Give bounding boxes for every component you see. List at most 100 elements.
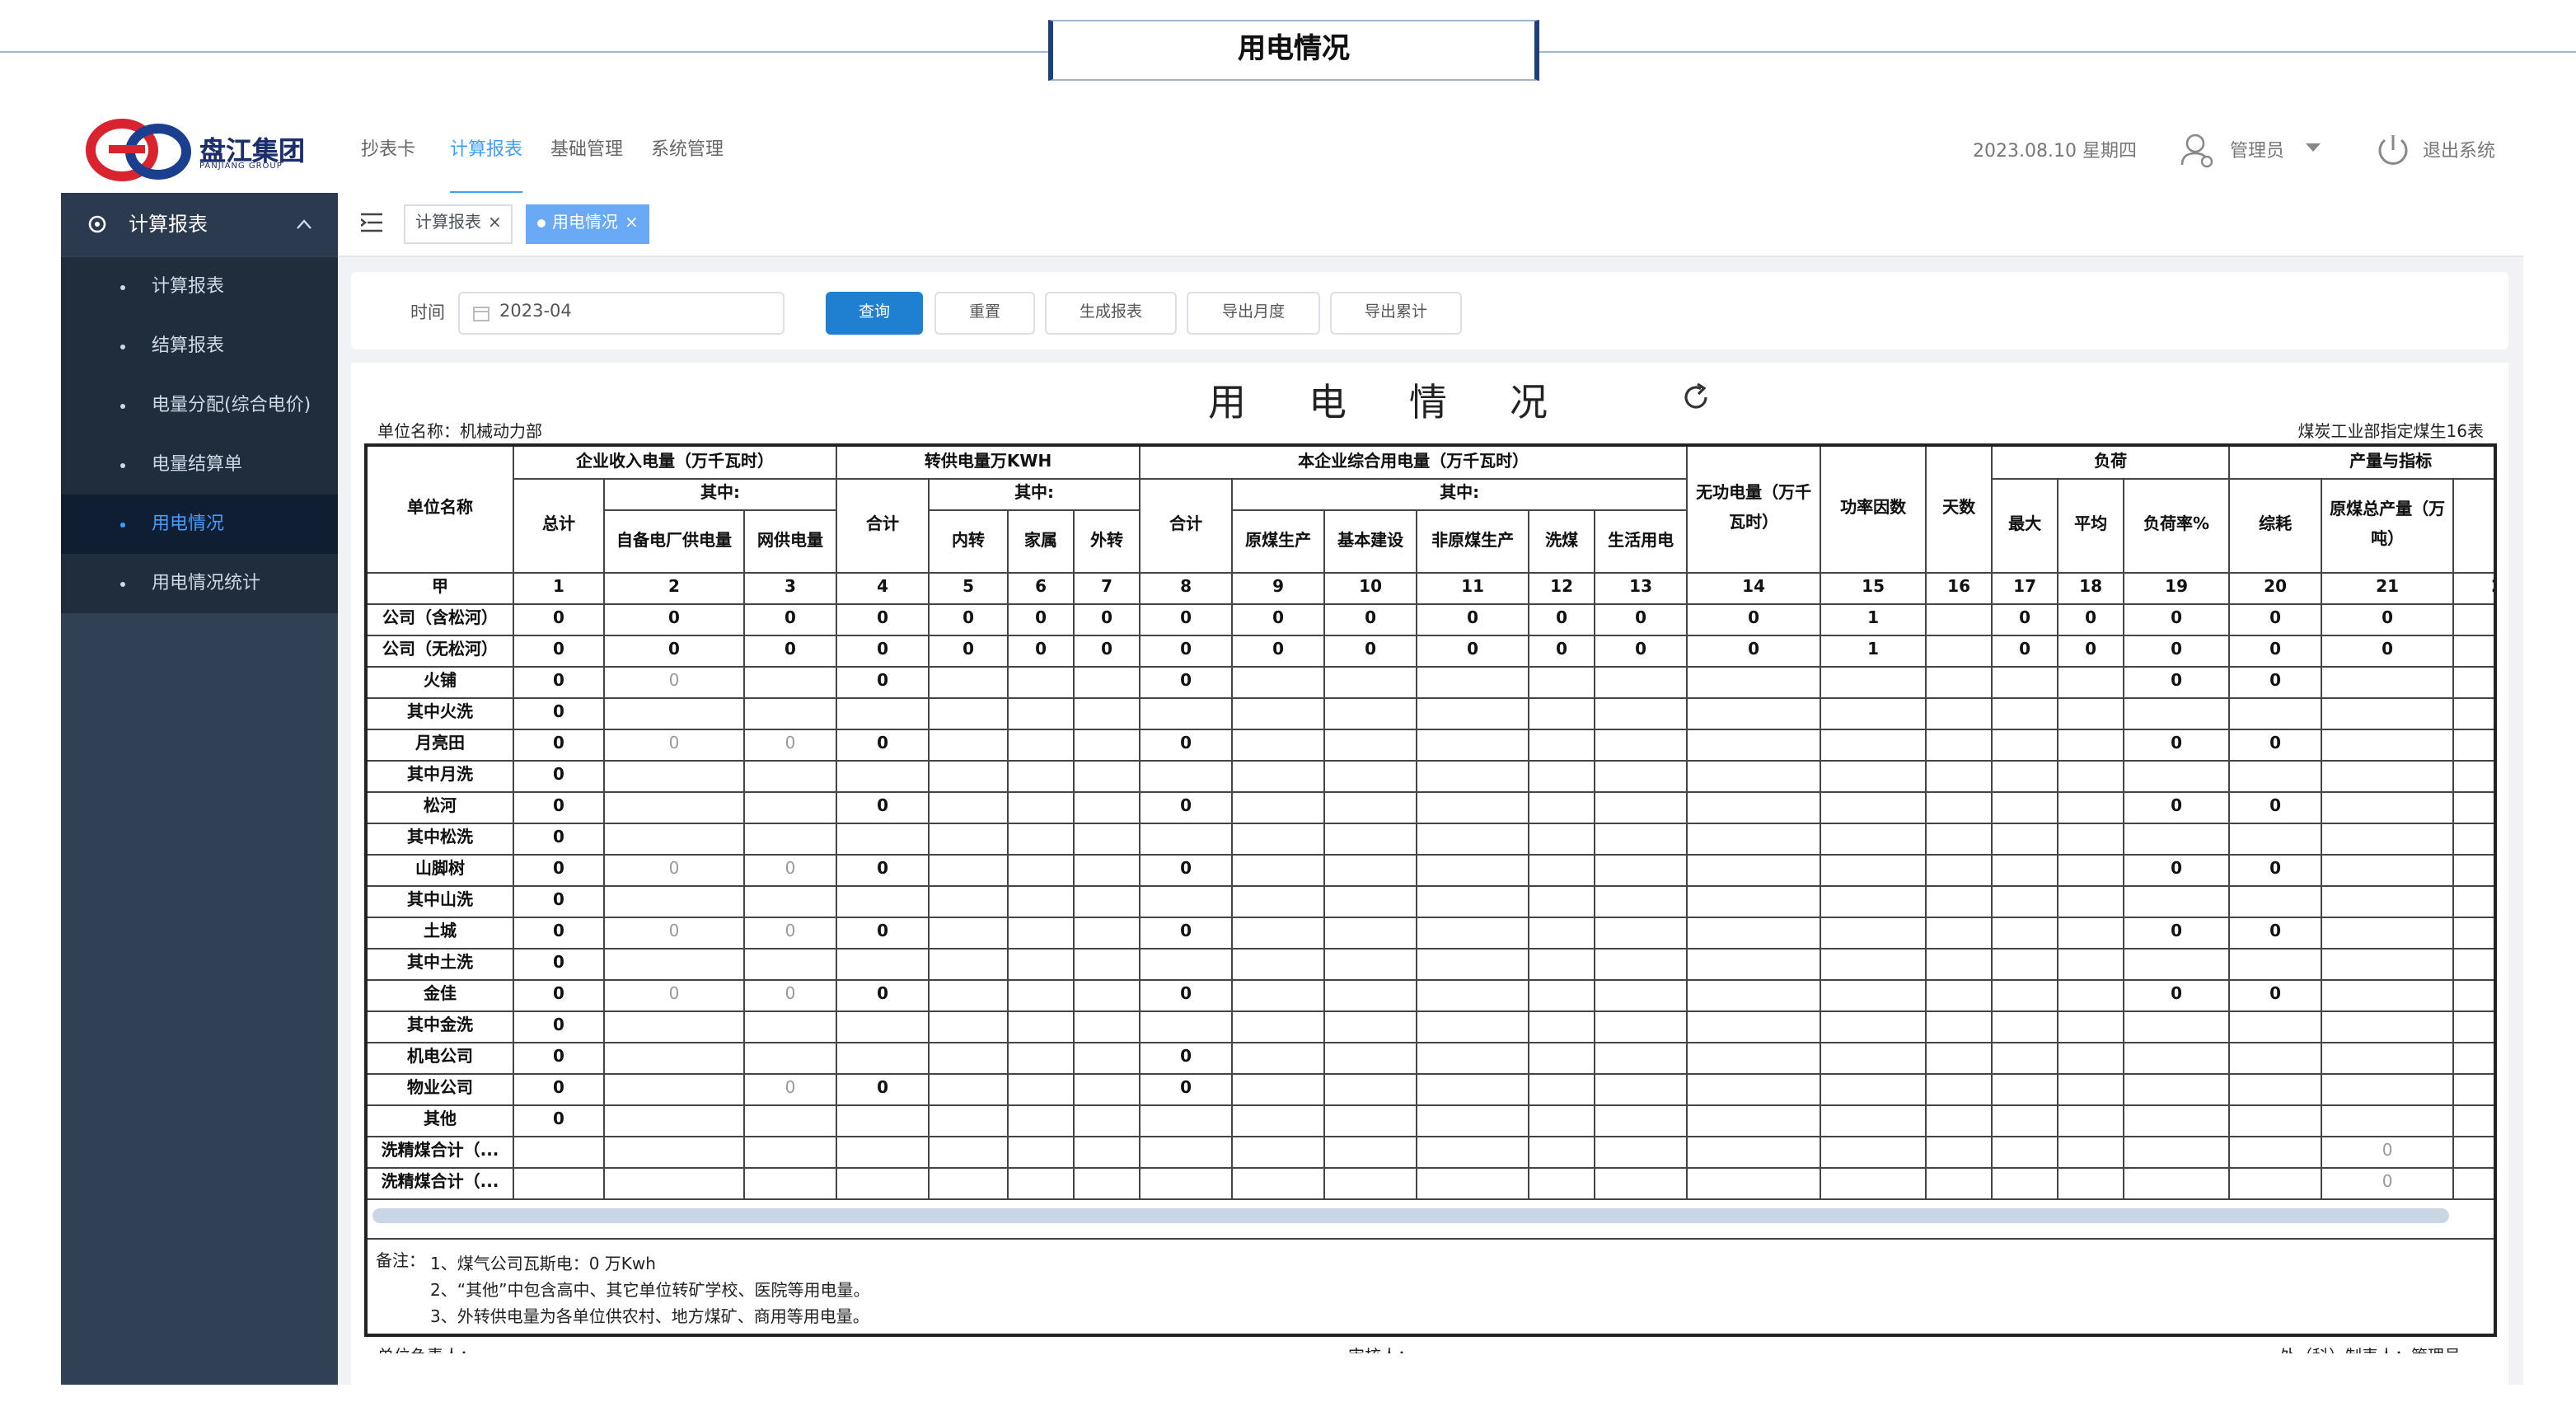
cell	[2452, 917, 2494, 950]
cell	[1528, 1010, 1596, 1043]
nav-item[interactable]: 基础管理	[550, 138, 623, 160]
tab[interactable]: 计算报表 ×	[404, 204, 513, 244]
user-name[interactable]: 管理员	[2230, 140, 2284, 162]
cell	[1528, 760, 1596, 793]
logout[interactable]: 退出系统	[2423, 140, 2495, 162]
cell	[1686, 791, 1822, 824]
date-value: 2023-04	[499, 302, 572, 321]
menu-item[interactable]: 用电情况统计	[61, 554, 338, 613]
tab-close[interactable]: ×	[488, 214, 502, 232]
cell: 0	[836, 917, 930, 950]
cell	[1231, 948, 1326, 981]
menu-label: 用电情况	[152, 513, 224, 534]
cell	[1820, 948, 1927, 981]
button[interactable]: 生成报表	[1045, 292, 1177, 335]
button[interactable]: 导出月度	[1187, 292, 1320, 335]
cell	[1528, 854, 1596, 887]
cell	[928, 1136, 1009, 1169]
cell: 0	[836, 635, 930, 668]
cell: 0	[1323, 603, 1418, 636]
cell	[1073, 1073, 1141, 1106]
cell	[2452, 1042, 2494, 1075]
cell	[1594, 1010, 1688, 1043]
cell	[1925, 854, 1993, 887]
data-row: 其他 0	[368, 1104, 2494, 1137]
cell	[1416, 854, 1530, 887]
cell	[742, 885, 838, 918]
button[interactable]: 查询	[826, 292, 923, 335]
header-row: 单位名称 企业收入电量（万千瓦时） 转供电量万KWH 本企业综合用电量（万千瓦时…	[368, 447, 2494, 574]
button[interactable]: 重置	[934, 292, 1035, 335]
cell	[1925, 1167, 1993, 1200]
cell: 0	[836, 729, 930, 762]
cell: 0	[513, 603, 605, 636]
row-label: 其中月洗	[368, 760, 514, 793]
header-cell: 企业收入电量（万千瓦时）	[512, 447, 838, 480]
cell	[2057, 948, 2125, 981]
cell: 0	[603, 729, 745, 762]
date-input[interactable]: 2023-04	[458, 292, 785, 335]
tab-bar: 计算报表 × 用电情况 ×	[338, 193, 2523, 257]
cell	[1820, 1073, 1927, 1106]
cell: 0	[1991, 603, 2059, 636]
cell	[603, 1010, 745, 1043]
cell	[1073, 1042, 1141, 1075]
cell	[1991, 979, 2059, 1012]
menu-item[interactable]: 计算报表	[61, 257, 338, 317]
cell	[1073, 948, 1141, 981]
filter-card: 时间 2023-04 查询 重置 生成报表 导出月度 导出累计	[351, 272, 2508, 349]
tab-label: 用电情况	[552, 214, 618, 232]
menu-group[interactable]: 计算报表	[61, 193, 338, 256]
cell	[928, 729, 1009, 762]
cell	[2321, 697, 2455, 730]
cell	[1416, 666, 1530, 699]
cell	[2452, 854, 2494, 887]
cell	[2321, 854, 2455, 887]
header-cell: 负荷率%	[2123, 478, 2231, 574]
button[interactable]: 导出累计	[1330, 292, 1462, 335]
refresh-icon[interactable]	[1681, 382, 1711, 412]
menu-item[interactable]: 结算报表	[61, 317, 338, 376]
user-caret[interactable]	[2306, 143, 2321, 153]
cell	[836, 697, 930, 730]
cell	[1007, 1010, 1075, 1043]
scrollbar[interactable]	[372, 1208, 2449, 1223]
cell	[2452, 697, 2494, 730]
unit-name: 单位名称：机械动力部	[377, 424, 542, 442]
cell	[1231, 854, 1326, 887]
row-label: 金佳	[368, 979, 514, 1012]
cell	[1007, 823, 1075, 856]
cell: 0	[513, 823, 605, 856]
cell	[1820, 885, 1927, 918]
menu-dot	[120, 345, 125, 349]
data-row: 物业公司 0 0 0 0	[368, 1073, 2494, 1106]
menu-item[interactable]: 电量分配(综合电价)	[61, 376, 338, 435]
cell	[1686, 760, 1822, 793]
row-label: 松河	[368, 791, 514, 824]
nav-item[interactable]: 抄表卡	[361, 138, 415, 160]
cell	[1323, 1136, 1418, 1169]
cell	[1925, 1073, 1993, 1106]
nav-item[interactable]: 系统管理	[651, 138, 724, 160]
row-label: 机电公司	[368, 1042, 514, 1075]
button-label: 导出累计	[1364, 303, 1427, 321]
cell	[742, 1042, 838, 1075]
cell	[1139, 697, 1234, 730]
cell	[2452, 729, 2494, 762]
tab-close[interactable]: ×	[625, 214, 639, 232]
app-shell: 盘江集团 PANJIANG GROUP 2023.08.10 星期四 管理员 退…	[61, 107, 2523, 1385]
cell	[1991, 854, 2059, 887]
nav-item[interactable]: 计算报表	[450, 135, 522, 195]
collapse-icon[interactable]	[361, 213, 384, 232]
cell	[1925, 917, 1993, 950]
cell: 0	[742, 917, 838, 950]
cell: 0	[836, 666, 930, 699]
cell	[1416, 1104, 1530, 1137]
cell	[1991, 823, 2059, 856]
cell	[1073, 1167, 1141, 1200]
menu-item[interactable]: 电量结算单	[61, 435, 338, 495]
cell	[2321, 823, 2455, 856]
logout-icon[interactable]	[2375, 132, 2411, 168]
menu-item[interactable]: 用电情况	[61, 495, 338, 554]
tab[interactable]: 用电情况 ×	[526, 204, 650, 244]
